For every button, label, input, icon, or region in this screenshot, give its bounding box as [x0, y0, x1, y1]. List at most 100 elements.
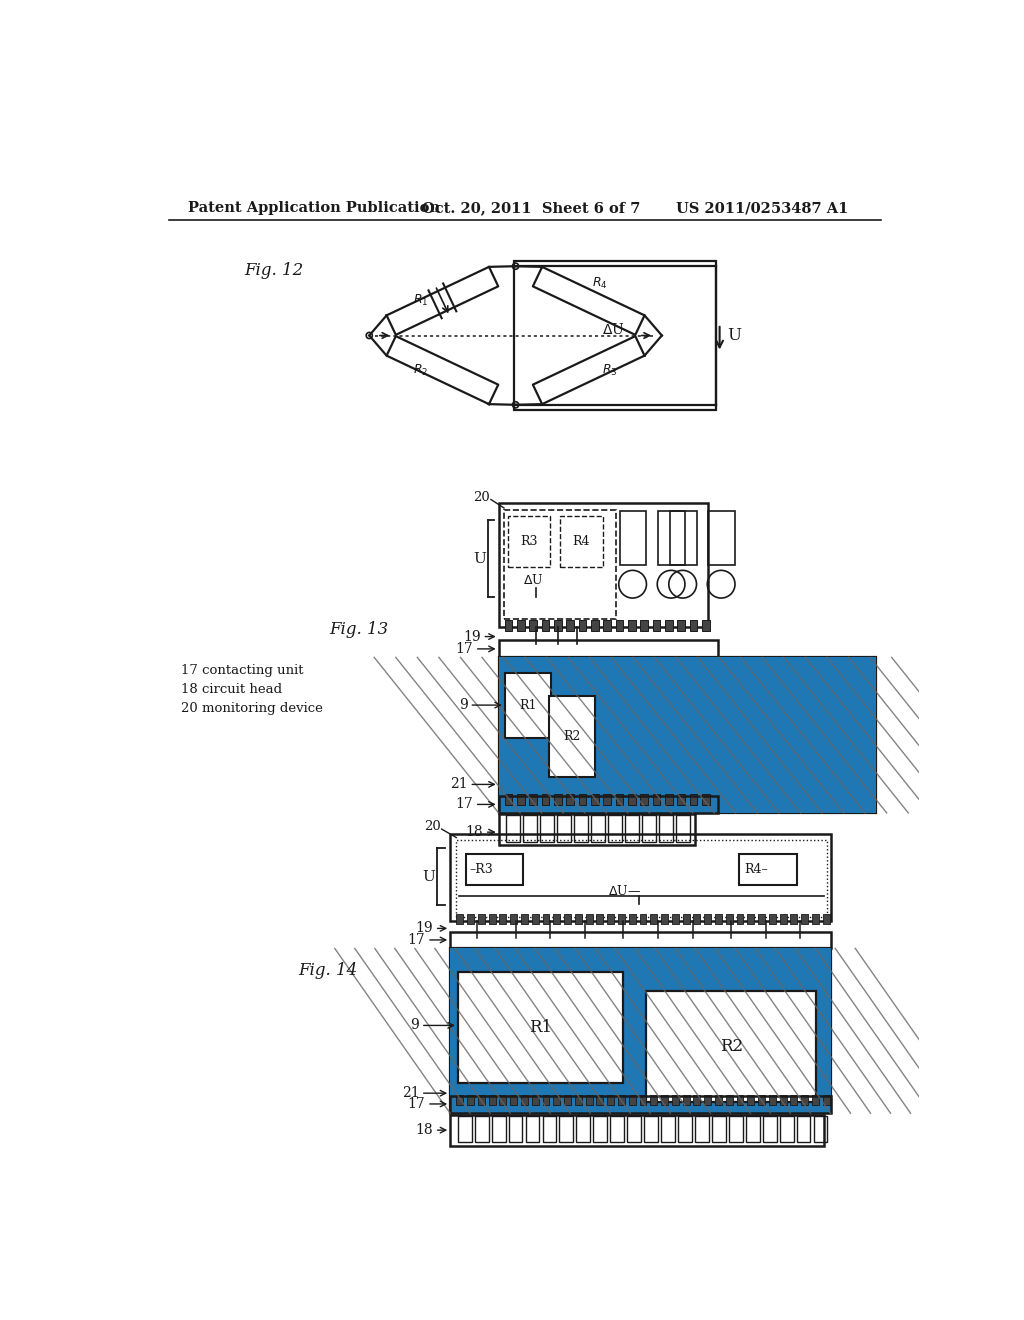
Bar — [543, 1094, 550, 1105]
Bar — [549, 696, 595, 776]
Bar — [791, 913, 798, 924]
Bar — [542, 795, 550, 805]
Bar — [729, 1115, 742, 1143]
Bar — [478, 1094, 484, 1105]
Text: Patent Application Publication: Patent Application Publication — [188, 202, 440, 215]
Bar — [566, 620, 574, 631]
Text: 17: 17 — [456, 642, 473, 656]
Bar — [510, 1094, 517, 1105]
Bar — [701, 620, 710, 631]
Bar — [458, 1115, 472, 1143]
Bar — [736, 1094, 743, 1105]
Text: Fig. 13: Fig. 13 — [330, 622, 388, 638]
Text: 19: 19 — [463, 630, 481, 644]
Bar — [779, 1115, 794, 1143]
Text: R4: R4 — [572, 535, 590, 548]
Bar — [689, 620, 697, 631]
Bar — [812, 1094, 819, 1105]
Bar — [505, 795, 512, 805]
Text: U: U — [423, 870, 435, 884]
Bar — [508, 516, 550, 566]
Bar — [640, 913, 646, 924]
Text: 18: 18 — [416, 1123, 433, 1137]
Bar — [801, 1094, 808, 1105]
Bar — [500, 913, 506, 924]
Text: Fig. 12: Fig. 12 — [245, 261, 304, 279]
Bar — [586, 913, 593, 924]
Text: –R3: –R3 — [469, 862, 494, 875]
Bar — [629, 913, 636, 924]
Bar — [529, 795, 538, 805]
Text: U: U — [473, 552, 486, 566]
Bar — [625, 816, 639, 842]
Text: Fig. 14: Fig. 14 — [298, 962, 357, 979]
Bar — [758, 1094, 765, 1105]
Text: 19: 19 — [416, 921, 433, 936]
Bar — [705, 1094, 711, 1105]
Bar — [745, 1115, 760, 1143]
Bar — [451, 949, 831, 1113]
Bar — [769, 1094, 776, 1105]
Bar — [748, 913, 755, 924]
Bar — [478, 913, 484, 924]
Text: R3: R3 — [520, 535, 538, 548]
Bar — [554, 620, 562, 631]
Bar — [607, 913, 614, 924]
Bar — [642, 816, 655, 842]
Bar — [665, 620, 673, 631]
Bar — [644, 1115, 658, 1143]
Bar — [715, 1094, 722, 1105]
Text: 17 contacting unit: 17 contacting unit — [180, 664, 303, 677]
Bar — [662, 913, 668, 924]
Bar — [467, 1094, 474, 1105]
Bar — [517, 620, 525, 631]
Bar — [652, 620, 660, 631]
Bar — [566, 795, 574, 805]
Bar — [693, 1094, 700, 1105]
Bar — [603, 620, 611, 631]
Bar — [488, 1094, 496, 1105]
Bar — [650, 913, 657, 924]
Bar — [603, 795, 611, 805]
Bar — [620, 511, 646, 565]
Bar — [689, 795, 697, 805]
Bar — [705, 913, 711, 924]
Bar — [564, 1094, 571, 1105]
Bar — [456, 840, 827, 917]
Bar — [813, 1115, 827, 1143]
Bar — [499, 814, 695, 845]
Bar — [683, 913, 689, 924]
Bar — [695, 1115, 709, 1143]
Bar — [586, 1094, 593, 1105]
Bar — [640, 1094, 646, 1105]
Bar — [662, 1115, 675, 1143]
Bar — [658, 816, 673, 842]
Bar — [451, 1114, 823, 1146]
Bar — [652, 795, 660, 805]
Bar — [553, 1094, 560, 1105]
Bar — [617, 913, 625, 924]
Text: 20 monitoring device: 20 monitoring device — [180, 702, 323, 715]
Bar — [505, 620, 512, 631]
Bar — [658, 511, 685, 565]
Text: R4–: R4– — [744, 862, 768, 875]
Bar — [579, 620, 587, 631]
Bar — [521, 913, 528, 924]
Text: U: U — [727, 327, 741, 345]
Text: 21: 21 — [401, 1086, 419, 1100]
Bar — [628, 795, 636, 805]
Bar — [467, 913, 474, 924]
Bar — [499, 503, 708, 627]
Text: $\Delta$U—: $\Delta$U— — [608, 884, 641, 899]
Bar — [801, 913, 808, 924]
Text: $R_2$: $R_2$ — [414, 363, 428, 378]
Bar — [531, 1094, 539, 1105]
Bar — [457, 913, 463, 924]
Text: $R_1$: $R_1$ — [413, 293, 429, 309]
Bar — [615, 795, 624, 805]
Bar — [672, 1094, 679, 1105]
Text: 21: 21 — [451, 777, 468, 792]
Bar — [748, 1094, 755, 1105]
Bar — [596, 913, 603, 924]
Text: 17: 17 — [408, 1097, 425, 1111]
